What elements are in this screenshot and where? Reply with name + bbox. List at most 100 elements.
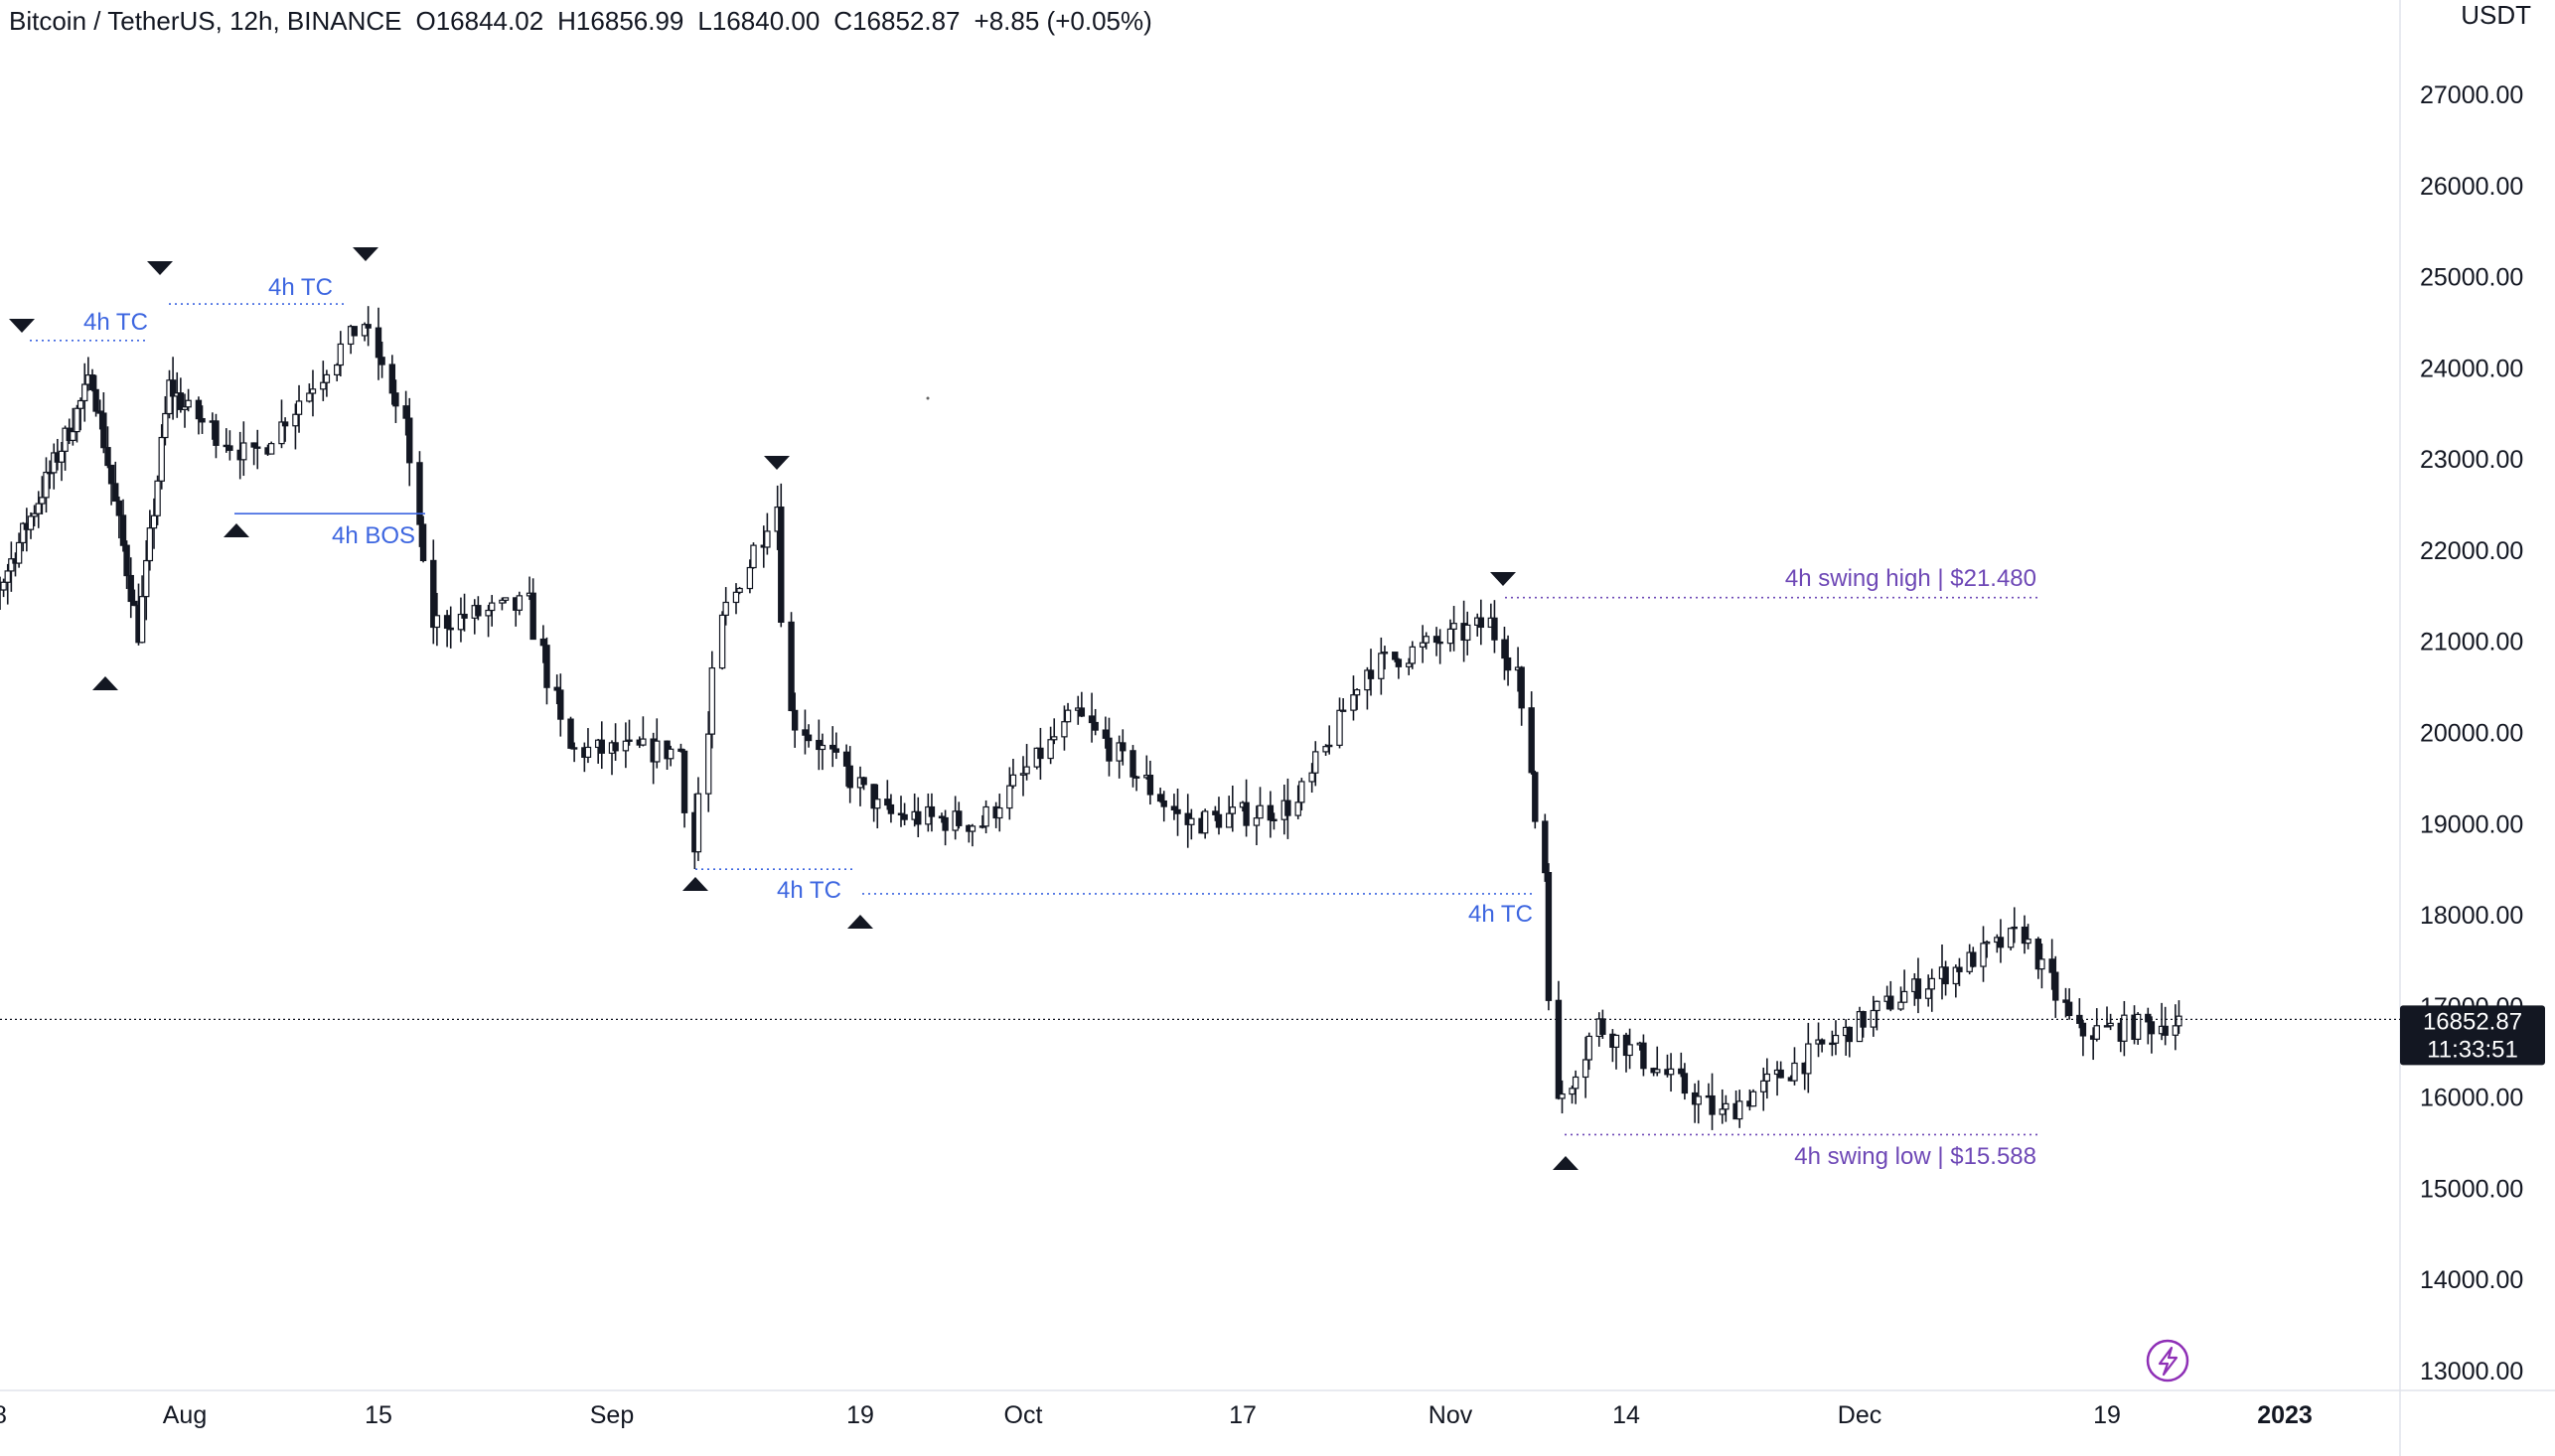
candle[interactable]: [539, 625, 547, 663]
symbol-title[interactable]: Bitcoin / TetherUS, 12h, BINANCE: [9, 6, 402, 36]
candle[interactable]: [750, 542, 757, 569]
candle[interactable]: [1477, 599, 1485, 646]
candle[interactable]: [2034, 937, 2042, 979]
candle[interactable]: [2007, 927, 2015, 950]
candle[interactable]: [2065, 988, 2073, 1020]
candle[interactable]: [138, 575, 146, 644]
candle[interactable]: [1914, 957, 1922, 1014]
candle[interactable]: [226, 430, 233, 461]
candle[interactable]: [2121, 1000, 2128, 1057]
candle[interactable]: [788, 612, 795, 712]
candle[interactable]: [475, 596, 482, 621]
candle[interactable]: [1061, 705, 1068, 751]
candle[interactable]: [2052, 955, 2059, 1018]
candle[interactable]: [281, 417, 289, 442]
candle[interactable]: [162, 395, 169, 446]
candle[interactable]: [267, 441, 275, 455]
candle[interactable]: [1294, 785, 1301, 819]
candle[interactable]: [1777, 1061, 1784, 1079]
candle[interactable]: [1735, 1090, 1743, 1128]
candle[interactable]: [1092, 708, 1099, 736]
candle[interactable]: [150, 498, 158, 549]
candle[interactable]: [361, 322, 369, 342]
candle[interactable]: [1243, 779, 1250, 837]
candle[interactable]: [1405, 657, 1413, 675]
candle[interactable]: [104, 426, 111, 469]
candle[interactable]: [88, 368, 96, 392]
candle[interactable]: [388, 355, 396, 405]
candle[interactable]: [1760, 1067, 1767, 1111]
candle[interactable]: [1542, 813, 1549, 882]
candle[interactable]: [870, 784, 877, 822]
candle[interactable]: [1640, 1034, 1647, 1077]
candle[interactable]: [1120, 729, 1127, 766]
candle[interactable]: [1980, 926, 1987, 982]
candle[interactable]: [351, 326, 358, 337]
candle[interactable]: [2038, 944, 2045, 989]
candle[interactable]: [146, 510, 154, 571]
candle[interactable]: [1106, 717, 1113, 777]
candle[interactable]: [8, 541, 15, 592]
candle[interactable]: [1681, 1063, 1689, 1100]
candle[interactable]: [392, 379, 399, 423]
candle[interactable]: [1695, 1080, 1702, 1124]
candle[interactable]: [1581, 1036, 1589, 1098]
bolt-icon[interactable]: [2146, 1339, 2189, 1383]
candle[interactable]: [119, 499, 127, 552]
candle[interactable]: [553, 674, 560, 704]
candle[interactable]: [292, 403, 299, 450]
candle[interactable]: [846, 746, 853, 803]
candle[interactable]: [1160, 791, 1167, 822]
candle[interactable]: [51, 443, 58, 490]
candle[interactable]: [2011, 907, 2018, 944]
candle[interactable]: [1446, 619, 1454, 653]
candle[interactable]: [107, 464, 115, 506]
candle[interactable]: [1129, 745, 1136, 788]
candle[interactable]: [1626, 1028, 1633, 1070]
candle[interactable]: [131, 589, 138, 607]
candle[interactable]: [1064, 702, 1072, 723]
candle[interactable]: [1353, 687, 1361, 710]
candle[interactable]: [250, 442, 257, 466]
candle[interactable]: [708, 651, 716, 749]
candle[interactable]: [96, 399, 103, 430]
candle[interactable]: [874, 784, 881, 829]
candle[interactable]: [805, 724, 813, 748]
candle[interactable]: [1491, 600, 1498, 654]
candle[interactable]: [447, 606, 454, 649]
candle[interactable]: [1436, 629, 1443, 664]
candle[interactable]: [860, 776, 867, 791]
candle[interactable]: [1253, 805, 1261, 846]
candle[interactable]: [1423, 632, 1429, 650]
candle[interactable]: [4, 563, 11, 605]
candle[interactable]: [295, 384, 303, 433]
candle[interactable]: [996, 794, 1003, 832]
candle[interactable]: [1763, 1058, 1771, 1099]
candle[interactable]: [1749, 1089, 1757, 1107]
candle[interactable]: [1298, 778, 1305, 811]
candle[interactable]: [2025, 924, 2031, 949]
candle[interactable]: [1146, 760, 1154, 805]
candle[interactable]: [1983, 940, 1991, 958]
candle[interactable]: [1528, 691, 1535, 775]
candle[interactable]: [1559, 1080, 1566, 1114]
candle[interactable]: [829, 726, 836, 768]
candle[interactable]: [1900, 969, 1908, 1003]
candle[interactable]: [1678, 1052, 1685, 1078]
candle[interactable]: [1009, 758, 1017, 790]
candle[interactable]: [677, 743, 684, 753]
candle[interactable]: [433, 593, 441, 647]
candle[interactable]: [58, 442, 66, 482]
candle[interactable]: [764, 512, 771, 555]
candle[interactable]: [406, 397, 413, 487]
candle[interactable]: [1078, 691, 1086, 718]
candle[interactable]: [185, 388, 192, 412]
candle[interactable]: [1464, 611, 1471, 655]
candle[interactable]: [736, 586, 743, 595]
candle[interactable]: [816, 719, 823, 771]
candle[interactable]: [1599, 1009, 1606, 1040]
candle[interactable]: [1773, 1061, 1781, 1096]
candle[interactable]: [499, 597, 506, 611]
candle[interactable]: [1257, 787, 1264, 819]
candle[interactable]: [143, 539, 150, 621]
